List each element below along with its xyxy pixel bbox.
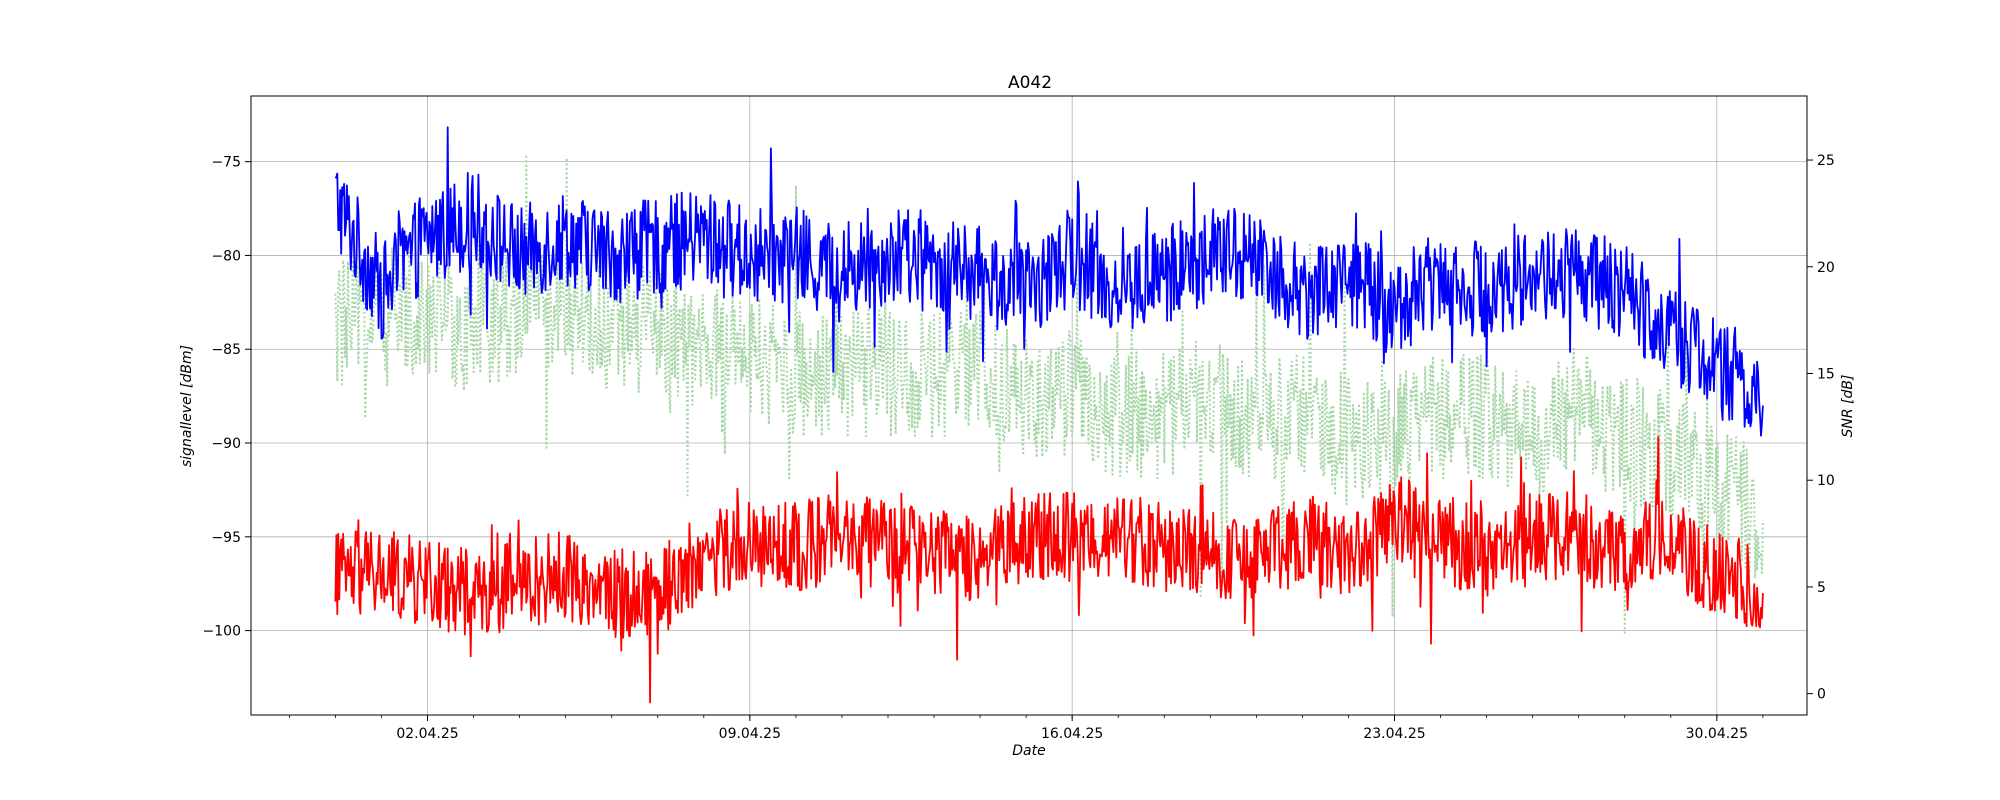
chart-title: A042 — [1008, 73, 1052, 93]
y-right-tick-label: 20 — [1817, 260, 1835, 276]
x-tick-label: 16.04.25 — [1041, 726, 1103, 742]
y-left-tick-label: −100 — [203, 624, 241, 640]
ticks: 02.04.25 09.04.25 16.04.25 23.04.25 30.04.25… — [203, 153, 1835, 742]
y-right-tick-label: 5 — [1817, 580, 1826, 596]
y-left-tick-label: −75 — [211, 155, 241, 171]
x-tick-label: 30.04.25 — [1686, 726, 1748, 742]
series-signal-blue — [334, 126, 1764, 437]
y-right-tick-label: 0 — [1817, 687, 1826, 703]
y-right-tick-label: 15 — [1817, 366, 1835, 382]
plot-frame — [250, 95, 1808, 716]
x-tick-label: 09.04.25 — [719, 726, 781, 742]
series-group — [334, 126, 1764, 704]
y-left-tick-label: −85 — [211, 342, 241, 358]
x-tick-label: 23.04.25 — [1363, 726, 1425, 742]
y-left-tick-label: −90 — [211, 436, 241, 452]
y-left-tick-label: −80 — [211, 248, 241, 264]
series-signal-red — [334, 435, 1764, 704]
x-axis-label: Date — [1012, 743, 1045, 759]
y-axis-label-right: SNR [dB] — [1840, 375, 1856, 438]
y-right-tick-label: 10 — [1817, 473, 1835, 489]
x-tick-label: 02.04.25 — [396, 726, 458, 742]
y-right-tick-label: 25 — [1817, 153, 1835, 169]
y-left-tick-label: −95 — [211, 530, 241, 546]
y-axis-label-left: signallevel [dBm] — [179, 345, 195, 467]
